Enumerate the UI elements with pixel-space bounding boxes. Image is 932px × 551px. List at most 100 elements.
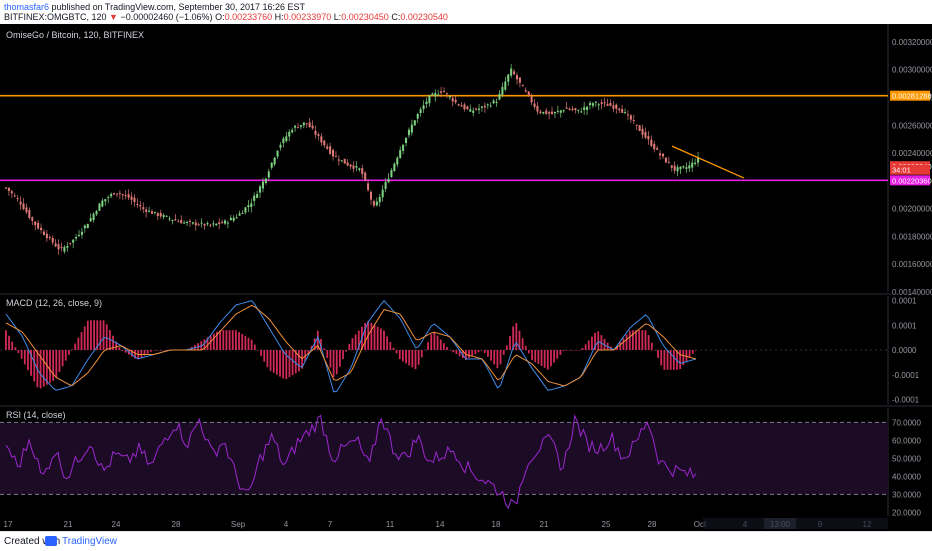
candle-body (77, 234, 81, 236)
macd-histogram-bar (357, 330, 360, 350)
macd-histogram-bar (11, 341, 14, 350)
macd-histogram-bar (112, 335, 114, 350)
candle-body (594, 101, 597, 103)
candle-body (498, 93, 501, 100)
macd-histogram-bar (578, 350, 581, 351)
macd-histogram-bar (644, 330, 647, 350)
rsi-tick-label: 40.0000 (892, 472, 921, 481)
candle-body (218, 222, 221, 225)
candle-body (92, 213, 95, 221)
close-value: 0.00230540 (400, 12, 448, 22)
macd-histogram-bar (71, 349, 73, 350)
candle-body (60, 246, 63, 248)
candle-body (19, 201, 22, 205)
symbol-line: BITFINEX:OMGBTC, 120 (4, 12, 107, 22)
candle-body (352, 165, 355, 169)
candle-body (311, 125, 314, 129)
candle-body (320, 136, 323, 143)
price-label-text: 0.00281288 (892, 92, 932, 101)
candle-body (156, 213, 159, 217)
candle-body (250, 203, 253, 208)
macd-histogram-bar (250, 339, 253, 350)
macd-histogram-bar (310, 345, 313, 350)
macd-histogram-bar (269, 350, 272, 371)
macd-histogram-bar (688, 350, 691, 358)
candle-body (664, 157, 667, 163)
macd-histogram-bar (301, 350, 303, 369)
candle-body (431, 93, 434, 96)
candle-body (472, 110, 475, 113)
chart-canvas[interactable]: OmiseGo / Bitcoin, 120, BITFINEX 0.003200… (0, 24, 932, 531)
price-tick-label: 0.00160000 (892, 260, 932, 269)
candle-body (209, 224, 212, 226)
macd-histogram-bar (587, 340, 590, 350)
macd-pane[interactable]: MACD (12, 26, close, 9) 0.0001 0.0001 0.000… (0, 296, 932, 407)
candle-body (603, 102, 606, 104)
rsi-pane[interactable]: RSI (14, close) 70.0000 60.0000 50.0000 40.0… (0, 408, 921, 517)
candle-body (305, 123, 308, 125)
price-pane[interactable]: OmiseGo / Bitcoin, 120, BITFINEX 0.003200… (0, 24, 932, 297)
candle-body (221, 222, 224, 224)
macd-histogram-bar (572, 350, 574, 351)
price-tick-label: 0.00260000 (892, 121, 932, 130)
candle-body (145, 209, 148, 213)
price-tick-label: 0.00300000 (892, 66, 932, 75)
macd-histogram-bar (442, 343, 445, 350)
macd-histogram-bar (52, 350, 55, 381)
candle-body (416, 113, 419, 119)
macd-histogram-bar (373, 324, 376, 350)
time-tick-label: Oct (694, 520, 707, 529)
macd-histogram-bar (149, 350, 152, 352)
candle-body (580, 111, 583, 113)
macd-histogram-bar (143, 350, 146, 356)
created-with-text: Created with (4, 536, 61, 547)
candle-body (507, 74, 510, 82)
candle-body (174, 218, 177, 221)
candle-body (343, 158, 346, 164)
candle-body (63, 246, 66, 252)
macd-histogram-bar (222, 330, 225, 350)
macd-histogram-bar (291, 350, 294, 376)
candle-body (524, 90, 527, 92)
macd-histogram-bar (323, 348, 326, 350)
candle-body (48, 237, 51, 239)
candle-body (229, 217, 232, 221)
author-link[interactable]: thomasfar6 (4, 2, 50, 12)
candle-body (13, 195, 16, 197)
macd-histogram-bar (294, 350, 297, 374)
macd-histogram-bar (77, 337, 80, 350)
macd-histogram-bar (531, 350, 533, 361)
macd-histogram-bar (420, 350, 423, 358)
candle-body (489, 105, 492, 107)
macd-histogram-bar (502, 350, 505, 355)
rsi-tick-label: 20.0000 (892, 508, 921, 517)
tradingview-link[interactable]: TradingView (62, 536, 118, 547)
macd-histogram-bar (156, 350, 159, 351)
candle-body (679, 166, 682, 170)
macd-histogram-bar (631, 330, 634, 350)
macd-histogram-bar (559, 350, 562, 355)
macd-histogram-bar (430, 334, 433, 350)
candle-body (591, 103, 594, 106)
macd-histogram-bar (216, 331, 218, 350)
price-label-box (890, 90, 930, 101)
candle-body (332, 149, 335, 157)
candle-body (270, 162, 273, 168)
candle-body (37, 222, 40, 229)
price-label-box (890, 164, 930, 175)
candle-body (650, 139, 653, 146)
macd-histogram-bar (584, 344, 587, 350)
candle-body (577, 109, 580, 111)
candle-body (22, 203, 25, 210)
time-tick-label: 28 (172, 520, 181, 529)
macd-histogram-bar (383, 330, 385, 350)
candle-body (124, 195, 127, 197)
candle-body (691, 162, 694, 168)
macd-histogram-bar (600, 335, 603, 350)
candle-body (384, 181, 387, 189)
rsi-tick-label: 50.0000 (892, 454, 921, 463)
macd-histogram-bar (253, 344, 256, 350)
time-axis[interactable]: 17212428Sep47111418212528Oct413:00912 (0, 517, 932, 531)
macd-histogram-bar (628, 330, 631, 350)
macd-pane-title: MACD (12, 26, close, 9) (6, 298, 102, 308)
